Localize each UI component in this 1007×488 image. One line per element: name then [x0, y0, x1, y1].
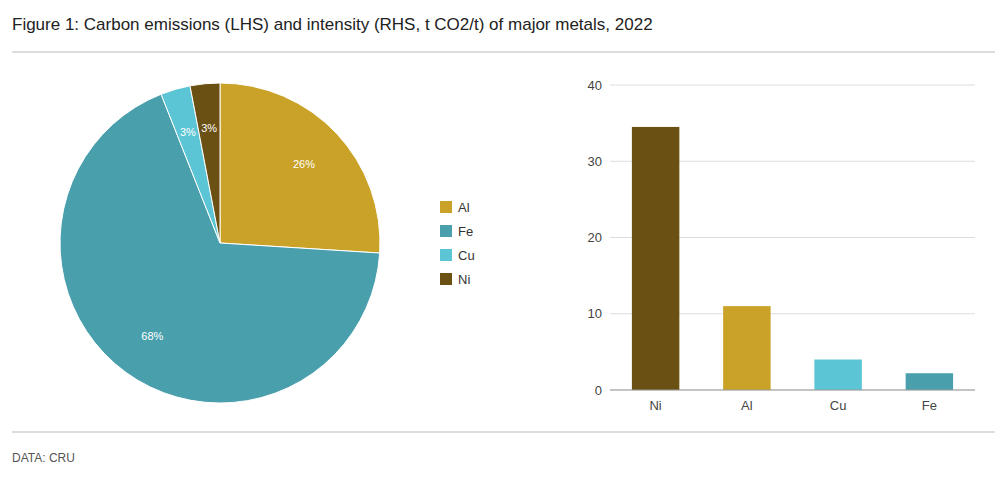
legend-label: Ni [458, 272, 470, 287]
x-axis: Ni Al Cu Fe [610, 390, 975, 413]
bar [906, 373, 953, 390]
background [0, 0, 1007, 488]
y-tick-label: 20 [588, 230, 602, 245]
grid-line [610, 390, 975, 391]
bar [814, 360, 861, 391]
x-tick-label: Cu [830, 398, 847, 413]
data-label: 68% [141, 330, 163, 342]
chart-root: Figure 1: Carbon emissions (LHS) and int… [0, 0, 1007, 488]
legend-swatch [440, 273, 452, 285]
source: DATA: CRU [12, 451, 75, 465]
data-label: 26% [293, 158, 315, 170]
legend-label: Cu [458, 248, 475, 263]
legend-swatch [440, 201, 452, 213]
x-tick-label: Ni [649, 398, 661, 413]
grid-line [610, 85, 975, 86]
x-axis-line [610, 390, 975, 391]
data-label: 3% [180, 126, 196, 138]
title: Figure 1: Carbon emissions (LHS) and int… [12, 15, 653, 34]
bar [723, 306, 770, 390]
source-rule [12, 432, 995, 433]
y-tick-label: 0 [595, 383, 602, 398]
pie-slice [190, 83, 220, 243]
legend: Al Fe Cu Ni [440, 200, 475, 287]
bar [632, 127, 679, 390]
x-tick-label: Al [741, 398, 753, 413]
legend-swatch [440, 225, 452, 237]
pie-labels: 26% 68% 3% 3% [141, 122, 315, 342]
y-tick-label: 10 [588, 306, 602, 321]
bars [632, 127, 953, 390]
y-tick-label: 30 [588, 154, 602, 169]
y-axis: 0 10 20 30 40 [588, 78, 975, 398]
x-tick-label: Fe [922, 398, 937, 413]
legend-label: Al [458, 200, 470, 215]
legend-label: Fe [458, 224, 473, 239]
title-rule [12, 52, 995, 53]
y-tick-label: 40 [588, 78, 602, 93]
data-label: 3% [201, 122, 217, 134]
legend-swatch [440, 249, 452, 261]
pie [60, 83, 380, 403]
pie-slice [220, 83, 380, 253]
